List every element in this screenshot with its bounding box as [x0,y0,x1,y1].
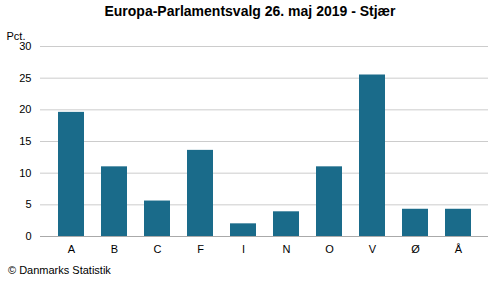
html-text:© Danmarks Statistik: © Danmarks Statistik [8,264,111,276]
svg-text:Å: Å [455,243,463,255]
svg-text:15: 15 [19,135,31,147]
svg-text:O: O [325,243,334,255]
svg-text:F: F [197,243,204,255]
svg-text:5: 5 [25,198,31,210]
svg-text:20: 20 [19,103,31,115]
svg-text:B: B [111,243,118,255]
svg-text:Pct.: Pct. [7,30,26,42]
svg-text:A: A [68,243,76,255]
svg-text:C: C [154,243,162,255]
svg-text:N: N [283,243,291,255]
svg-text:Ø: Ø [411,243,420,255]
svg-text:V: V [369,243,377,255]
html-text:Europa-Parlamentsvalg 26. maj: Europa-Parlamentsvalg 26. maj 2019 - Stj… [104,3,396,19]
svg-text:I: I [242,243,245,255]
svg-text:25: 25 [19,72,31,84]
svg-text:30: 30 [19,40,32,52]
svg-text:0: 0 [25,230,31,242]
svg-text:10: 10 [19,167,31,179]
